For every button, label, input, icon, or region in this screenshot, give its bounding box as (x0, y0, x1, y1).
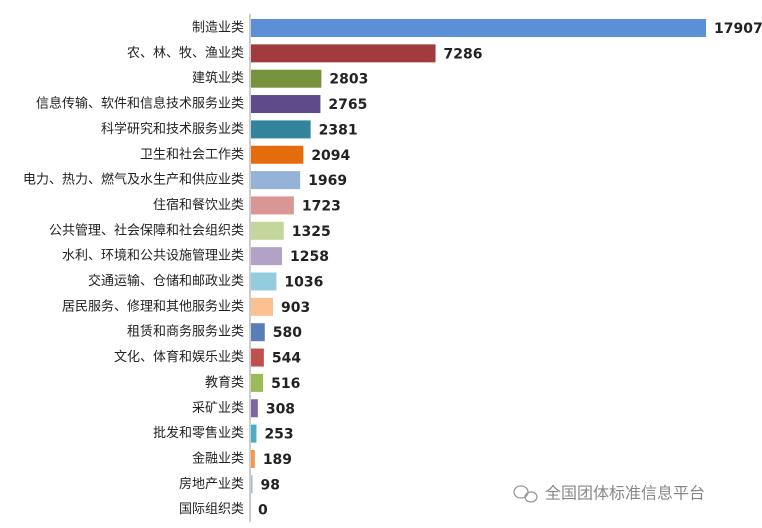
category-label: 采矿业类 (192, 401, 244, 416)
category-label: 农、林、牧、渔业类 (127, 46, 244, 61)
category-label: 电力、热力、燃气及水生产和供应业类 (23, 172, 244, 188)
bar (251, 44, 436, 63)
bar (251, 120, 311, 139)
bar (251, 323, 265, 342)
bar (251, 95, 321, 114)
bar (251, 247, 283, 266)
value-label: 2803 (329, 72, 368, 88)
category-label: 金融业类 (192, 450, 244, 466)
category-label: 交通运输、仓储和邮政业类 (88, 273, 244, 289)
bar (251, 449, 255, 468)
value-label: 189 (263, 452, 292, 468)
bar (251, 69, 322, 88)
value-label: 17907 (714, 21, 762, 37)
value-label: 253 (264, 427, 293, 443)
value-label: 580 (273, 325, 302, 341)
category-label: 水利、环境和公共设施管理业类 (62, 249, 244, 264)
value-label: 98 (260, 477, 279, 493)
category-label: 教育类 (205, 374, 244, 390)
value-label: 903 (281, 300, 310, 316)
bar (251, 196, 294, 215)
bar (251, 348, 264, 367)
value-label: 2381 (319, 122, 358, 138)
category-label: 建筑业类 (192, 70, 244, 86)
watermark-icon (513, 485, 538, 503)
value-label: 2765 (328, 97, 367, 113)
category-label: 房地产业类 (179, 476, 244, 492)
value-label: 1723 (302, 198, 341, 214)
value-label: 516 (271, 376, 300, 392)
bar (251, 373, 264, 392)
bar (251, 297, 273, 316)
value-label: 308 (266, 401, 295, 417)
bar (251, 424, 257, 443)
category-label: 租赁和商务服务业类 (127, 324, 244, 340)
value-label: 2094 (311, 148, 350, 164)
value-label: 544 (272, 351, 301, 367)
value-label: 0 (258, 503, 268, 519)
bar (251, 221, 284, 240)
bar (251, 171, 301, 190)
category-label: 科学研究和技术服务业类 (101, 121, 244, 137)
category-label: 住宿和餐饮业类 (153, 197, 244, 213)
category-label: 国际组织类 (179, 502, 244, 517)
category-label: 信息传输、软件和信息技术服务业类 (36, 96, 244, 112)
value-label: 1969 (308, 173, 347, 189)
category-label: 卫生和社会工作类 (140, 146, 244, 162)
bar (251, 272, 277, 291)
category-label: 制造业类 (192, 21, 244, 36)
value-label: 1325 (292, 224, 331, 240)
category-label: 公共管理、社会保障和社会组织类 (49, 222, 244, 238)
value-label: 1036 (284, 275, 323, 291)
watermark: 全国团体标准信息平台 (545, 484, 705, 503)
category-label: 居民服务、修理和其他服务业类 (62, 298, 244, 314)
category-label: 批发和零售业类 (153, 425, 244, 441)
bar (251, 145, 304, 164)
value-label: 7286 (444, 46, 483, 62)
bar (251, 475, 253, 494)
category-label: 文化、体育和娱乐业类 (114, 349, 244, 365)
bar (251, 399, 258, 418)
value-label: 1258 (290, 249, 329, 265)
bar (251, 19, 706, 37)
